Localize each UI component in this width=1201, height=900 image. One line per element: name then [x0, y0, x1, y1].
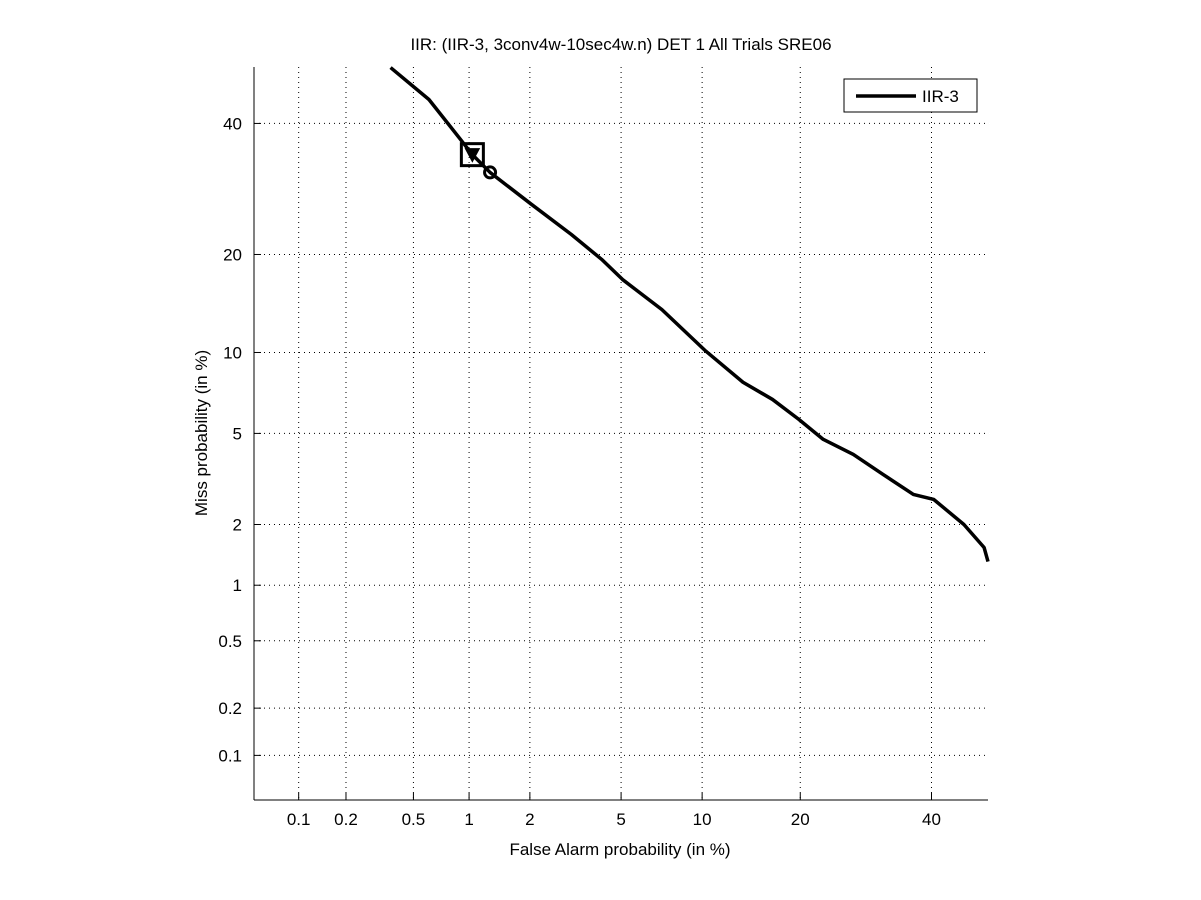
- y-tick-label: 1: [233, 576, 242, 595]
- y-tick-label: 5: [233, 424, 242, 443]
- y-tick-label: 0.5: [218, 632, 242, 651]
- actual-decision-triangle: [464, 148, 481, 163]
- x-tick-label: 0.5: [402, 810, 426, 829]
- x-axis-label: False Alarm probability (in %): [509, 840, 730, 859]
- x-tick-label: 40: [922, 810, 941, 829]
- x-tick-label: 2: [525, 810, 534, 829]
- x-tick-label: 10: [693, 810, 712, 829]
- legend-entry-iir-3: IIR-3: [922, 87, 959, 106]
- x-ticks: 0.1 0.2 0.5 1 2 5 10 20 40: [287, 793, 941, 829]
- series-layer: [389, 66, 990, 563]
- y-ticks: 0.1 0.2 0.5 1 2 5 10 20 40: [218, 114, 261, 765]
- y-tick-label: 0.2: [218, 699, 242, 718]
- actual-decision-square: [459, 142, 485, 168]
- chart-title: IIR: (IIR-3, 3conv4w-10sec4w.n) DET 1 Al…: [410, 35, 831, 54]
- x-tick-label: 1: [464, 810, 473, 829]
- y-axis-label: Miss probability (in %): [192, 350, 211, 516]
- y-tick-label: 40: [223, 114, 242, 133]
- min-dcf-circle: [483, 165, 498, 180]
- x-tick-label: 0.2: [334, 810, 358, 829]
- y-tick-label: 0.1: [218, 746, 242, 765]
- marker-layer: [459, 142, 498, 180]
- x-tick-label: 5: [616, 810, 625, 829]
- y-tick-label: 10: [223, 343, 242, 362]
- x-tick-label: 20: [791, 810, 810, 829]
- legend: IIR-3: [843, 78, 978, 113]
- series-line-iir-3: [389, 66, 990, 563]
- grid-layer: [254, 67, 988, 800]
- y-tick-label: 20: [223, 245, 242, 264]
- x-tick-label: 0.1: [287, 810, 311, 829]
- y-tick-label: 2: [233, 515, 242, 534]
